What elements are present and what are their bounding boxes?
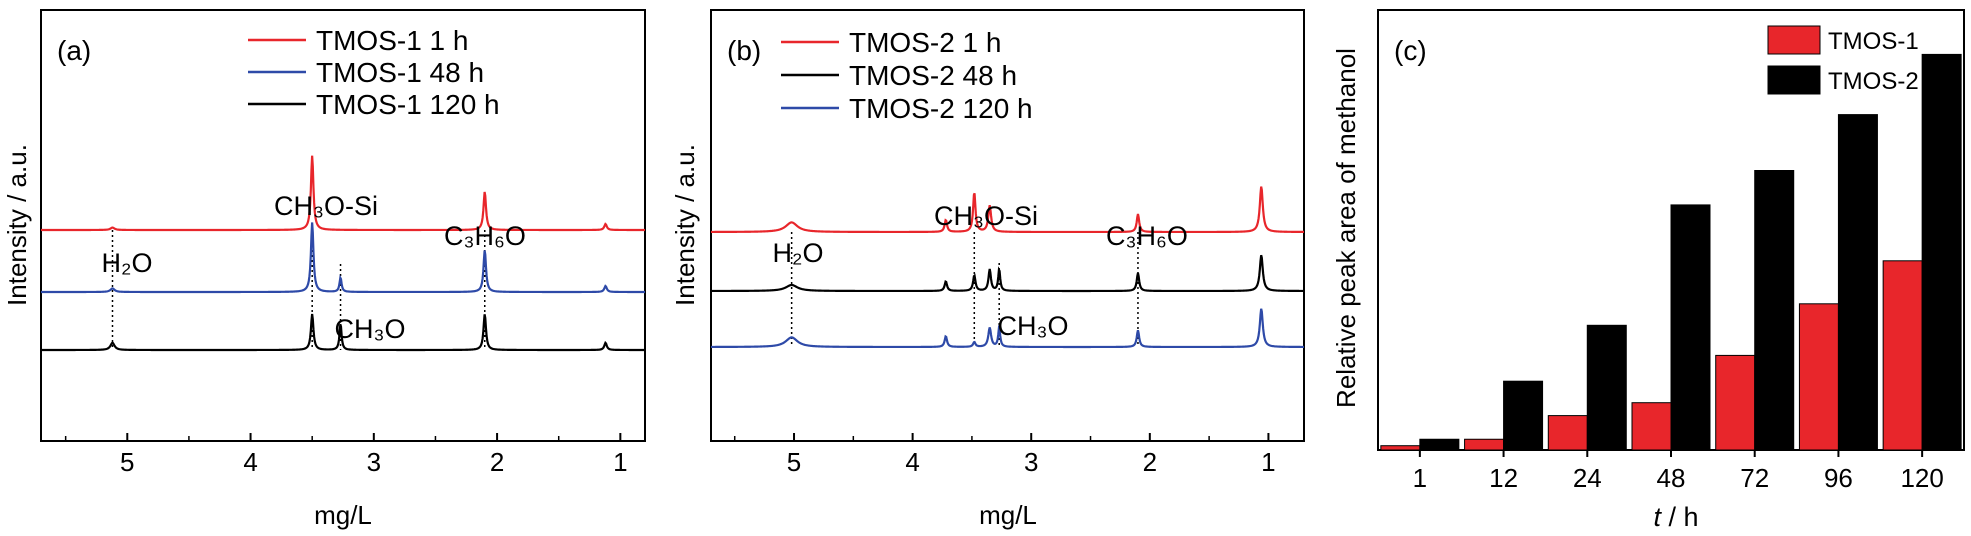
bar-tmos-1-72h [1715, 354, 1756, 451]
bar-tmos-1-1h [1380, 445, 1421, 451]
panel-a-x-axis-ticks: 5 4 3 2 1 [64, 433, 628, 477]
panel-a-frame [40, 9, 646, 442]
series-line-tmos-2-120-h [711, 308, 1304, 349]
x-tick-label-12: 12 [1489, 463, 1518, 493]
legend-label-tmos-2: TMOS-2 [1828, 68, 1919, 95]
bar-tmos-1-24h [1547, 415, 1588, 451]
legend-swatch-tmos-2 [1767, 65, 1821, 95]
series-line-tmos-2-1-h [711, 186, 1305, 234]
x-tick-label-48: 48 [1657, 463, 1686, 493]
panel-a-annotation-ch3o-si: CH₃O-Si [274, 191, 378, 221]
panel-c-label: (c) [1394, 35, 1427, 66]
series-line-tmos-2-48-h [711, 254, 1304, 293]
panel-c-y-axis-label: Relative peak area of methanol [1331, 48, 1361, 408]
x-tick-label-2: 2 [1143, 447, 1157, 477]
x-tick-label-4: 4 [243, 447, 257, 477]
x-tick-label-120: 120 [1900, 463, 1943, 493]
series-line-tmos-1-120-h [41, 313, 645, 352]
bar-tmos-1-48h [1631, 402, 1672, 451]
x-tick-label-1: 1 [1413, 463, 1427, 493]
legend-swatch-tmos-1 [1767, 25, 1821, 55]
bar-tmos-1-120h [1882, 260, 1923, 451]
series-line-tmos-1-48-h [41, 222, 645, 294]
panel-c-x-axis-label: t / h [1653, 502, 1698, 532]
x-tick-label-72: 72 [1740, 463, 1769, 493]
panel-b-x-axis-ticks: 5 4 3 2 1 [733, 433, 1276, 477]
bar-tmos-2-24h [1586, 324, 1627, 451]
panel-a-x-axis-label: mg/L [314, 500, 372, 530]
legend-label-tmos-1: TMOS-1 [1828, 28, 1919, 55]
panel-a-annotation-ch3o: CH₃O [335, 314, 406, 344]
panel-b-series [711, 186, 1305, 349]
bar-tmos-1-96h [1798, 303, 1839, 451]
legend-label-tmos-2-48-h: TMOS-2 48 h [849, 60, 1017, 91]
bar-tmos-1-12h [1464, 438, 1505, 451]
bar-tmos-2-120h [1921, 53, 1962, 451]
panel-b-annotation-c3h6o: C₃H₆O [1106, 221, 1188, 251]
panel-b-label: (b) [727, 35, 761, 66]
panel-b-x-axis-label: mg/L [979, 500, 1037, 530]
panel-b-annotation-ch3o-si: CH₃O-Si [934, 201, 1038, 231]
x-tick-label-1: 1 [1261, 447, 1275, 477]
legend-label-tmos-1-1-h: TMOS-1 1 h [316, 25, 468, 56]
x-tick-label-1: 1 [613, 447, 627, 477]
legend-label-tmos-2-1-h: TMOS-2 1 h [849, 27, 1001, 58]
panel-a-annotation-c3h6o: C₃H₆O [444, 221, 526, 251]
panel-c-x-axis-ticks: 1 12 24 48 72 96 120 [1413, 450, 1944, 493]
legend-label-tmos-2-120-h: TMOS-2 120 h [849, 93, 1033, 124]
x-tick-label-5: 5 [787, 447, 801, 477]
x-tick-label-3: 3 [1024, 447, 1038, 477]
legend-label-tmos-1-48-h: TMOS-1 48 h [316, 57, 484, 88]
x-tick-label-24: 24 [1573, 463, 1602, 493]
panel-a-series [41, 155, 645, 352]
series-line-tmos-1-1-h [41, 155, 645, 232]
panel-a-peak-guides [111, 230, 486, 350]
panel-b-y-axis-label: Intensity / a.u. [670, 144, 700, 306]
panel-a-annotation-h2o: H₂O [102, 248, 153, 278]
panel-b-annotation-h2o: H₂O [773, 238, 824, 268]
x-tick-label-2: 2 [490, 447, 504, 477]
bar-tmos-2-72h [1754, 170, 1795, 451]
bar-tmos-2-12h [1503, 380, 1544, 451]
panel-c-bars [1380, 53, 1962, 451]
bar-tmos-2-48h [1670, 204, 1711, 451]
panel-c-legend: TMOS-1 TMOS-2 [1767, 25, 1919, 95]
panel-b-frame [710, 9, 1305, 442]
x-tick-label-4: 4 [905, 447, 919, 477]
panel-a-y-axis-label: Intensity / a.u. [2, 144, 32, 306]
legend-label-tmos-1-120-h: TMOS-1 120 h [316, 89, 500, 120]
panel-a-label: (a) [57, 35, 91, 66]
bar-tmos-2-96h [1837, 114, 1878, 451]
panel-b-annotation-ch3o: CH₃O [998, 311, 1069, 341]
bar-tmos-2-1h [1419, 438, 1460, 451]
x-tick-label-5: 5 [120, 447, 134, 477]
x-tick-label-96: 96 [1824, 463, 1853, 493]
x-tick-label-3: 3 [367, 447, 381, 477]
panel-c-bar-chart: (c) 1 12 24 48 72 96 120 TMOS-1 TMOS-2 t / h Re… [1331, 9, 1965, 532]
